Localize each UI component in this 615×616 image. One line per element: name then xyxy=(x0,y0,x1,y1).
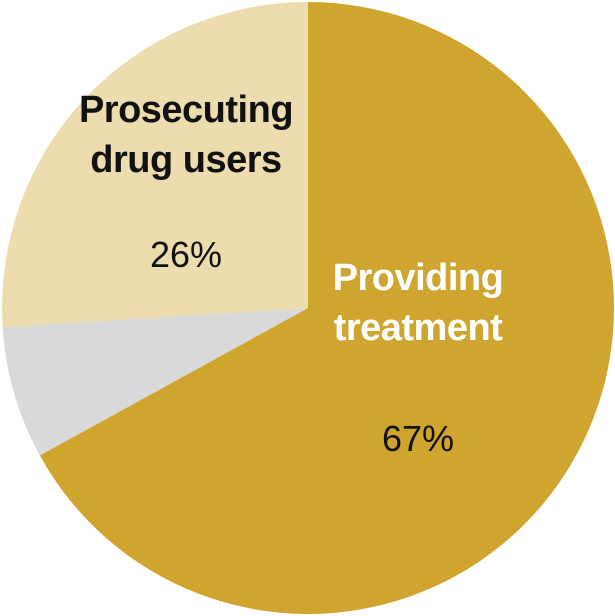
slice-label: Prosecuting drug users xyxy=(78,89,294,181)
value-label: 67% xyxy=(381,418,455,459)
pie-slice xyxy=(1,2,308,328)
value-label: 26% xyxy=(149,234,223,275)
pie-slice xyxy=(39,2,614,614)
pie-slice xyxy=(2,308,309,456)
slice-label: Providing treatment xyxy=(332,257,504,349)
